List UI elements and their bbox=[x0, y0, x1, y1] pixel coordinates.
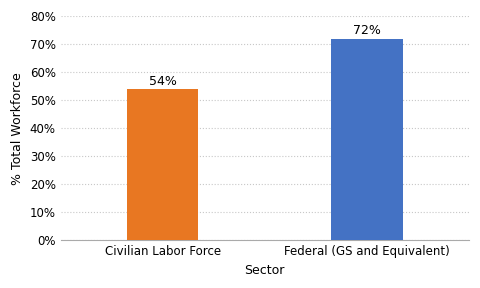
Text: 54%: 54% bbox=[149, 75, 177, 88]
Text: 72%: 72% bbox=[353, 24, 381, 37]
Bar bbox=[127, 89, 198, 240]
Bar bbox=[331, 39, 403, 240]
X-axis label: Sector: Sector bbox=[244, 264, 285, 277]
Y-axis label: % Total Workforce: % Total Workforce bbox=[11, 72, 24, 185]
